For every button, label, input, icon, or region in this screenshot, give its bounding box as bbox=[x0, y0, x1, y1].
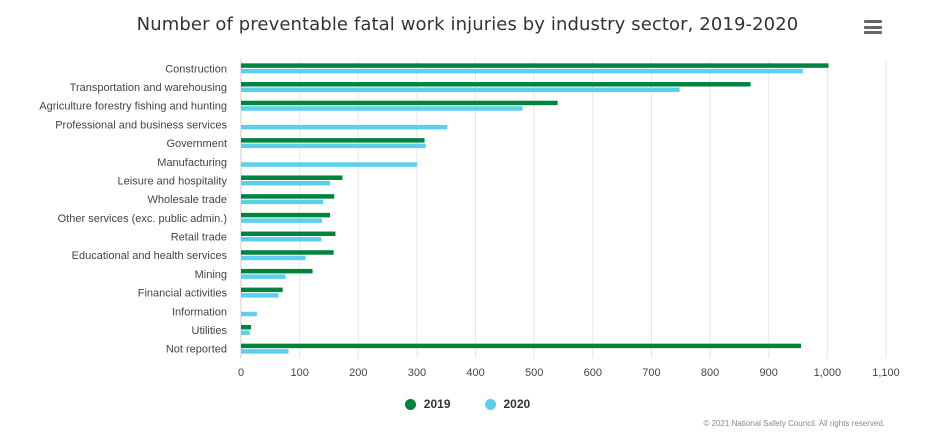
bar-2019 bbox=[241, 138, 425, 143]
bar-2020 bbox=[241, 68, 803, 74]
bar-2019 bbox=[241, 268, 313, 274]
category-label: Government bbox=[166, 138, 227, 150]
bar-2020 bbox=[241, 180, 331, 186]
category-label: Retail trade bbox=[171, 232, 227, 244]
x-tick-label: 600 bbox=[584, 367, 602, 379]
bar-2020 bbox=[241, 87, 680, 93]
bar-2020 bbox=[241, 293, 279, 298]
bar-2020 bbox=[241, 199, 324, 205]
bar-2020 bbox=[241, 162, 417, 167]
bar-2020 bbox=[241, 311, 257, 317]
legend-label-2019: 2019 bbox=[423, 397, 451, 411]
bar-2020 bbox=[241, 255, 306, 261]
x-tick-label: 300 bbox=[408, 367, 426, 379]
bar-2020 bbox=[241, 274, 286, 279]
bar-2019 bbox=[241, 82, 751, 87]
category-label: Professional and business services bbox=[55, 119, 227, 131]
bar-2019 bbox=[241, 194, 335, 199]
legend-marker-2020 bbox=[484, 398, 496, 410]
bar-2019 bbox=[241, 250, 334, 255]
bar-2019 bbox=[241, 63, 829, 68]
bar-2020 bbox=[241, 330, 250, 335]
category-label: Mining bbox=[195, 269, 227, 281]
bar-2019 bbox=[241, 100, 558, 106]
x-tick-label: 100 bbox=[290, 367, 308, 379]
legend: 2019 2020 bbox=[0, 397, 935, 411]
x-tick-label: 1,000 bbox=[814, 367, 842, 379]
category-label: Construction bbox=[165, 63, 227, 75]
bar-2020 bbox=[241, 218, 322, 223]
hamburger-menu-icon[interactable] bbox=[864, 20, 882, 34]
bar-2020 bbox=[241, 237, 322, 242]
category-label: Other services (exc. public admin.) bbox=[58, 213, 227, 225]
category-label: Agriculture forestry fishing and hunting bbox=[39, 101, 227, 113]
bar-2019 bbox=[241, 175, 343, 180]
legend-label-2020: 2020 bbox=[503, 397, 531, 411]
x-tick-label: 200 bbox=[349, 367, 367, 379]
x-tick-label: 900 bbox=[760, 367, 778, 379]
category-label: Educational and health services bbox=[72, 250, 228, 262]
bar-2019 bbox=[241, 343, 801, 349]
category-label: Utilities bbox=[192, 325, 228, 337]
bar-2020 bbox=[241, 349, 289, 354]
category-label: Leisure and hospitality bbox=[118, 175, 228, 187]
bar-2019 bbox=[241, 287, 283, 293]
bar-2019 bbox=[241, 231, 336, 237]
bar-2019 bbox=[241, 324, 251, 330]
legend-item-2020[interactable]: 2020 bbox=[484, 397, 531, 411]
legend-marker-2019 bbox=[404, 398, 416, 410]
x-tick-label: 0 bbox=[238, 367, 244, 379]
category-label: Transportation and warehousing bbox=[70, 82, 227, 94]
bar-2019 bbox=[241, 212, 331, 218]
bar-2020 bbox=[241, 143, 426, 149]
x-tick-label: 700 bbox=[642, 367, 660, 379]
category-label: Information bbox=[172, 306, 227, 318]
copyright-credit: © 2021 National Safety Council. All righ… bbox=[703, 419, 885, 428]
bar-2020 bbox=[241, 106, 523, 111]
x-tick-label: 500 bbox=[525, 367, 543, 379]
x-tick-label: 400 bbox=[466, 367, 484, 379]
x-tick-label: 800 bbox=[701, 367, 719, 379]
category-label: Financial activities bbox=[138, 288, 228, 300]
x-tick-label: 1,100 bbox=[872, 367, 900, 379]
category-label: Manufacturing bbox=[157, 157, 227, 169]
legend-item-2019[interactable]: 2019 bbox=[404, 397, 451, 411]
category-label: Not reported bbox=[166, 344, 227, 356]
category-label: Wholesale trade bbox=[148, 194, 228, 206]
bar-2020 bbox=[241, 124, 448, 130]
chart-title: Number of preventable fatal work injurie… bbox=[136, 14, 799, 35]
